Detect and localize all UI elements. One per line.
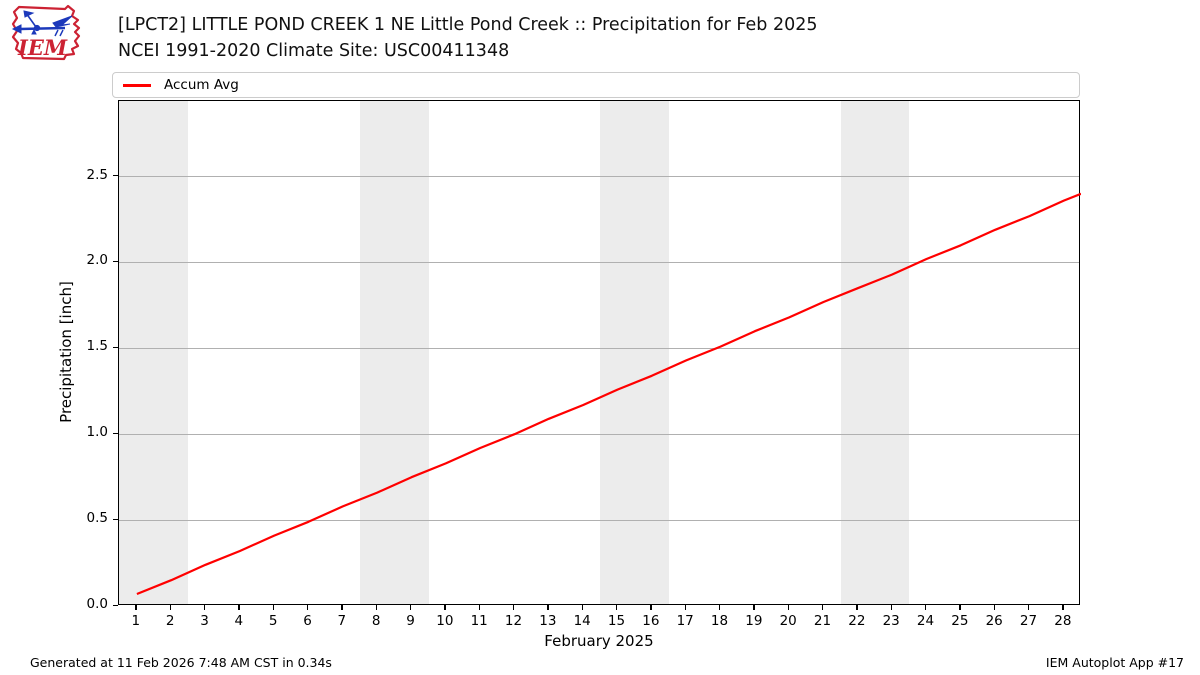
chart-title: [LPCT2] LITTLE POND CREEK 1 NE Little Po… bbox=[118, 15, 818, 35]
x-tick-mark bbox=[822, 605, 824, 610]
x-tick-mark bbox=[375, 605, 377, 610]
y-gridline bbox=[119, 176, 1079, 178]
accum-avg-line-swatch bbox=[123, 83, 151, 87]
x-tick-mark bbox=[272, 605, 274, 610]
x-tick-label: 1 bbox=[131, 613, 141, 629]
y-tick-mark bbox=[113, 604, 118, 606]
y-tick-label: 1.5 bbox=[86, 338, 108, 355]
x-tick-mark bbox=[204, 605, 206, 610]
x-tick-label: 23 bbox=[882, 613, 900, 629]
x-tick-mark bbox=[856, 605, 858, 610]
x-tick-mark bbox=[959, 605, 961, 610]
app-credit: IEM Autoplot App #17 bbox=[1045, 655, 1184, 670]
plot-area bbox=[118, 100, 1081, 605]
y-gridline bbox=[119, 433, 1079, 435]
x-tick-mark bbox=[478, 605, 480, 610]
x-tick-label: 9 bbox=[406, 613, 415, 629]
x-tick-mark bbox=[410, 605, 412, 610]
x-tick-mark bbox=[581, 605, 583, 610]
x-tick-label: 19 bbox=[745, 613, 763, 629]
accum-avg-line bbox=[136, 192, 1081, 596]
y-tick-mark bbox=[113, 346, 118, 349]
x-tick-mark bbox=[307, 605, 309, 610]
x-tick-label: 22 bbox=[848, 613, 866, 629]
x-tick-label: 15 bbox=[607, 613, 626, 629]
x-tick-mark bbox=[513, 605, 515, 610]
x-tick-mark bbox=[1062, 605, 1064, 610]
y-tick-label: 0.5 bbox=[86, 510, 108, 527]
chart-subtitle: NCEI 1991-2020 Climate Site: USC00411348 bbox=[118, 41, 510, 61]
y-tick-label: 0.0 bbox=[86, 596, 108, 612]
generated-timestamp: Generated at 11 Feb 2026 7:48 AM CST in … bbox=[30, 655, 332, 670]
iowa-outline-weathervane-icon: IEM bbox=[11, 4, 81, 61]
x-tick-mark bbox=[341, 605, 343, 610]
x-axis-label: February 2025 bbox=[544, 632, 654, 650]
x-tick-label: 4 bbox=[234, 613, 244, 629]
y-tick-mark bbox=[113, 260, 118, 263]
x-tick-label: 6 bbox=[303, 613, 312, 629]
x-tick-mark bbox=[444, 605, 446, 610]
chart-title-block: [LPCT2] LITTLE POND CREEK 1 NE Little Po… bbox=[118, 12, 818, 64]
x-tick-label: 8 bbox=[371, 613, 381, 629]
y-tick-mark bbox=[113, 518, 118, 520]
y-gridline bbox=[119, 519, 1079, 521]
x-tick-label: 25 bbox=[951, 613, 969, 629]
y-gridline bbox=[119, 261, 1079, 263]
iem-logo-text: IEM bbox=[17, 35, 68, 60]
y-tick-label: 2.5 bbox=[86, 166, 108, 183]
x-tick-mark bbox=[787, 605, 789, 610]
x-tick-label: 24 bbox=[916, 613, 935, 629]
y-gridline bbox=[119, 347, 1079, 349]
x-tick-mark bbox=[684, 605, 686, 610]
x-tick-label: 14 bbox=[573, 613, 591, 629]
y-tick-mark bbox=[113, 175, 118, 177]
x-tick-mark bbox=[238, 605, 240, 610]
x-tick-label: 3 bbox=[200, 613, 209, 629]
x-tick-label: 20 bbox=[779, 613, 797, 629]
x-tick-label: 7 bbox=[337, 613, 347, 629]
x-tick-mark bbox=[1028, 605, 1030, 610]
x-tick-label: 16 bbox=[642, 613, 660, 629]
y-tick-mark bbox=[113, 432, 118, 434]
legend-label: Accum Avg bbox=[164, 77, 239, 93]
x-tick-label: 13 bbox=[539, 613, 557, 629]
x-tick-mark bbox=[753, 605, 755, 610]
x-tick-mark bbox=[547, 605, 549, 610]
x-tick-mark bbox=[890, 605, 892, 610]
x-tick-mark bbox=[650, 605, 652, 610]
x-tick-label: 5 bbox=[268, 613, 278, 629]
x-tick-label: 11 bbox=[470, 613, 488, 629]
x-tick-mark bbox=[169, 605, 171, 610]
x-tick-label: 2 bbox=[165, 613, 175, 629]
x-tick-label: 27 bbox=[1019, 613, 1038, 629]
x-tick-mark bbox=[925, 605, 927, 610]
weathervane-glyph bbox=[11, 10, 73, 37]
legend: Accum Avg bbox=[112, 72, 1080, 98]
chart-canvas bbox=[136, 192, 1081, 596]
x-tick-label: 28 bbox=[1054, 613, 1072, 629]
x-tick-label: 12 bbox=[504, 613, 523, 629]
x-tick-mark bbox=[135, 605, 137, 610]
y-tick-label: 2.0 bbox=[86, 252, 108, 269]
iem-logo: IEM bbox=[8, 3, 82, 63]
x-tick-label: 17 bbox=[676, 613, 694, 629]
x-tick-label: 10 bbox=[436, 613, 454, 629]
x-tick-label: 21 bbox=[813, 613, 832, 629]
x-tick-label: 26 bbox=[985, 613, 1003, 629]
x-tick-mark bbox=[993, 605, 995, 610]
x-tick-mark bbox=[616, 605, 618, 610]
y-tick-label: 1.0 bbox=[86, 424, 108, 441]
x-tick-mark bbox=[719, 605, 721, 610]
x-tick-label: 18 bbox=[710, 613, 729, 629]
